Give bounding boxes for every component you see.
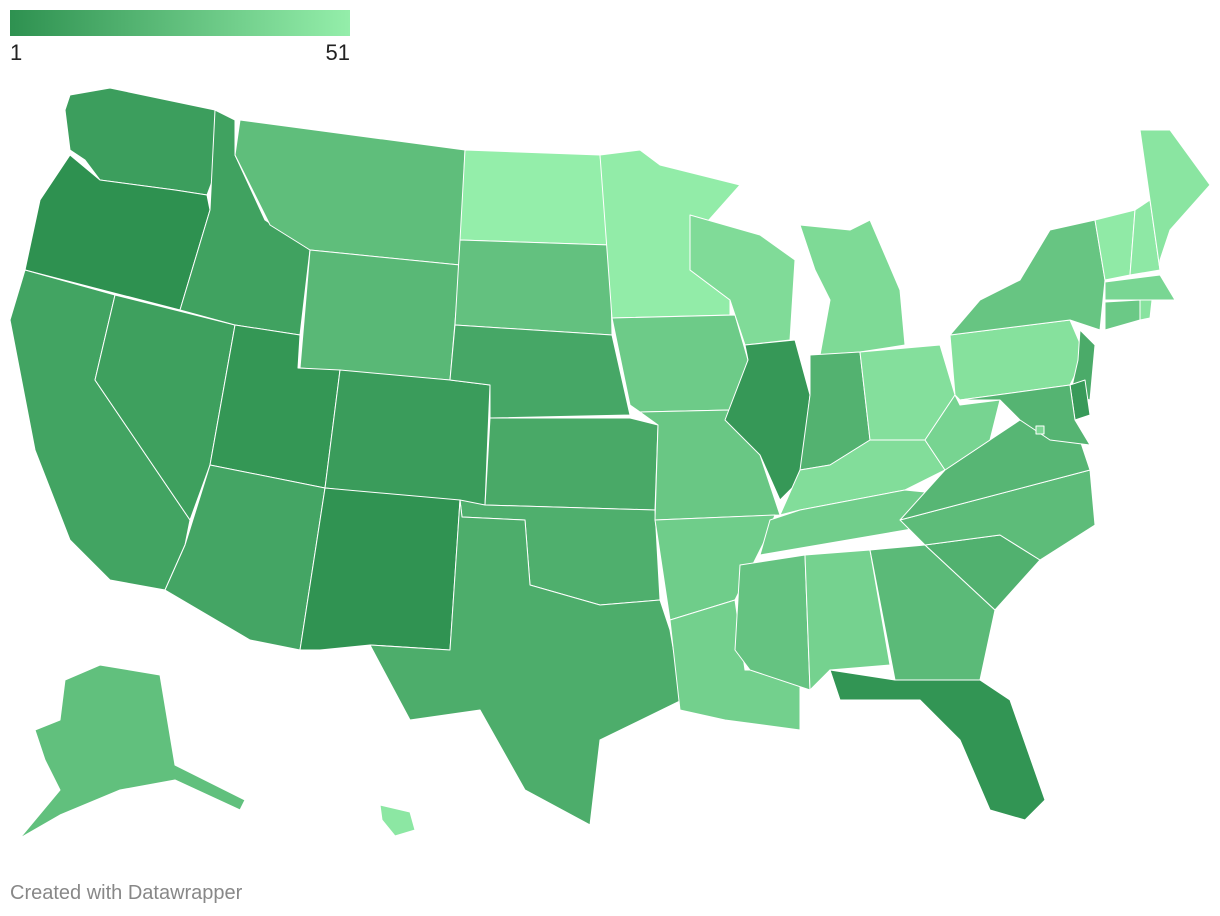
state xyxy=(724,339,811,501)
state xyxy=(379,804,416,837)
state xyxy=(324,369,491,506)
state xyxy=(669,599,801,731)
state xyxy=(1139,129,1211,271)
state xyxy=(1104,299,1141,331)
legend-label: 51 xyxy=(326,40,350,65)
state xyxy=(869,544,996,681)
states xyxy=(9,87,1211,839)
state xyxy=(454,239,613,336)
state xyxy=(459,149,611,246)
legend-label: 1 xyxy=(10,40,22,65)
state xyxy=(299,487,461,651)
state xyxy=(179,109,311,336)
state xyxy=(299,249,461,381)
state xyxy=(734,554,811,691)
footer: Created with Datawrapper xyxy=(10,882,243,904)
state xyxy=(369,499,683,826)
state xyxy=(1104,274,1176,301)
state xyxy=(799,219,906,356)
state xyxy=(949,219,1106,336)
legend-gradient xyxy=(10,10,350,36)
state xyxy=(829,669,1046,821)
state xyxy=(804,549,891,691)
state xyxy=(959,384,1091,446)
state xyxy=(1139,299,1153,321)
state xyxy=(19,664,246,839)
state xyxy=(1035,425,1045,435)
state xyxy=(484,417,659,511)
state xyxy=(611,314,749,413)
